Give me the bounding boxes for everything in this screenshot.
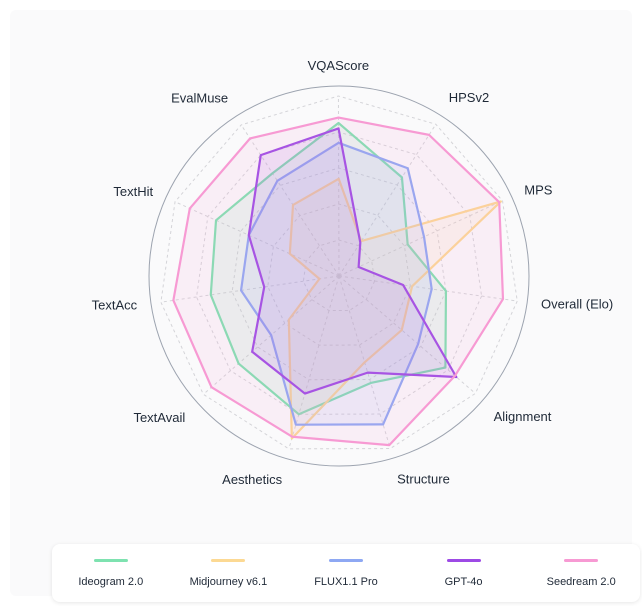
chart-card: Overall (Elo) Alignment Structure Aesthetic… (10, 10, 640, 602)
legend-item: Seedream 2.0 (526, 558, 636, 588)
radar-spoke (160, 275, 340, 303)
legend-swatch (564, 558, 599, 562)
radar-outer-circle (148, 85, 530, 467)
radar-chart: Overall (Elo) Alignment Structure Aesthetic… (92, 58, 614, 487)
legend-item: GPT-4o (409, 558, 519, 588)
axis-label: MPS (524, 183, 553, 198)
axis-label: Overall (Elo) (541, 296, 613, 311)
legend-item: Ideogram 2.0 (56, 558, 166, 588)
radar-spoke (240, 124, 340, 277)
radar-spoke (338, 275, 518, 302)
axis-label: Aesthetics (222, 472, 282, 487)
legend-swatch (328, 558, 363, 562)
radar-spoke (338, 275, 476, 394)
axis-label: EvalMuse (171, 91, 228, 106)
radar-spoke (174, 201, 340, 277)
radar-series-midjourney-v6-1 (287, 177, 502, 440)
radar-grid-ring-2 (267, 203, 411, 346)
axis-label: VQAScore (308, 58, 369, 73)
radar-spoke (288, 275, 340, 450)
legend-swatch (446, 558, 481, 562)
radar-series-gpt-4o (247, 127, 458, 395)
radar-spoke (338, 123, 437, 277)
legend-label: Seedream 2.0 (546, 575, 616, 588)
radar-spoke (337, 95, 340, 277)
radar-grid-ring-4 (196, 131, 483, 415)
axis-label: TextAvail (133, 410, 185, 425)
legend-item: Midjourney v6.1 (173, 558, 283, 588)
radar-spoke (338, 200, 503, 277)
axis-label: Structure (397, 472, 450, 487)
legend-label: FLUX1.1 Pro (314, 575, 378, 588)
axis-label: TextAcc (92, 298, 138, 313)
axis-label: TextHit (113, 184, 153, 199)
chart-legend: Ideogram 2.0 Midjourney v6.1 FLUX1.1 Pro GP… (52, 544, 640, 602)
legend-swatch (211, 558, 246, 562)
axis-label: HPSv2 (449, 90, 489, 105)
axis-label: Alignment (494, 409, 552, 424)
legend-label: Midjourney v6.1 (189, 575, 268, 588)
radar-grid-ring-1 (302, 239, 376, 312)
legend-label: Ideogram 2.0 (78, 575, 144, 588)
legend-item: FLUX1.1 Pro (291, 558, 401, 588)
legend-label: GPT-4o (444, 575, 483, 588)
radar-series-seedream-2-0 (172, 116, 505, 447)
radar-series-flux1-1-pro (239, 141, 433, 426)
legend-swatch (93, 558, 128, 562)
